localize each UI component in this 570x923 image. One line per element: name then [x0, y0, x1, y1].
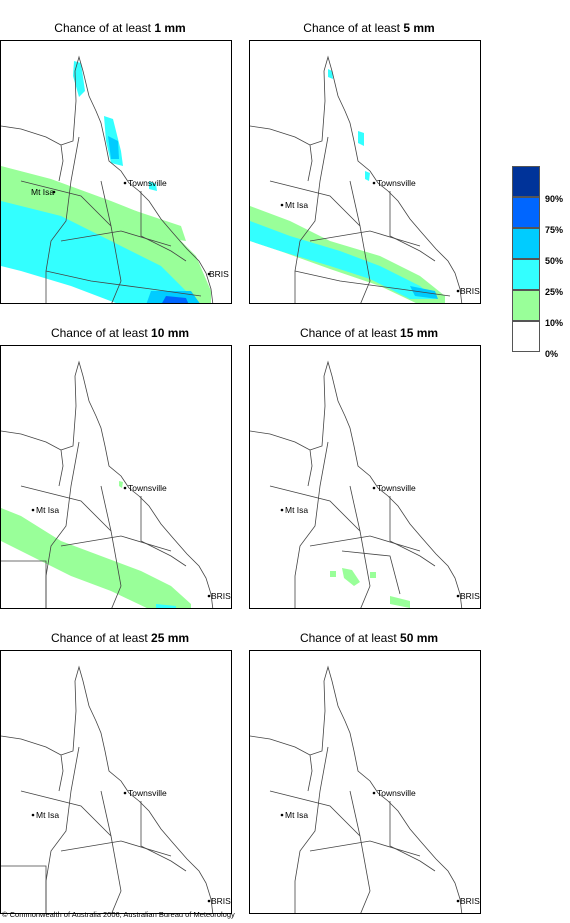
brisbane-label: BRIS	[211, 896, 231, 906]
legend-label-90: 90%	[545, 194, 564, 204]
townsville-label: Townsville	[128, 788, 167, 798]
mt-isa-label: Mt Isa	[285, 505, 308, 515]
place-markers	[280, 486, 460, 598]
legend-label-0: 0%	[545, 349, 559, 359]
coastline-and-borders	[1, 665, 214, 913]
mt-isa-label: Mt Isa	[285, 200, 308, 210]
mt-isa-label: Mt Isa	[36, 505, 59, 515]
rainfall-map: Townsville Mt Isa BRIS	[0, 40, 232, 304]
legend-label-10: 10%	[545, 318, 564, 328]
rainfall-map: Townsville Mt Isa BRIS	[249, 650, 481, 914]
legend-swatch-25	[512, 259, 540, 290]
rainfall-chance-areas	[330, 568, 410, 608]
coastline-and-borders	[250, 55, 463, 303]
place-markers	[31, 486, 211, 598]
panel-title: Chance of at least 1 mm	[54, 21, 186, 35]
copyright-notice: © Commonwealth of Australia 2006, Austra…	[2, 910, 235, 919]
place-markers	[280, 181, 460, 293]
rainfall-map: Townsville Mt Isa BRIS	[249, 345, 481, 609]
legend-label-75: 75%	[545, 225, 564, 235]
brisbane-label: BRIS	[460, 896, 480, 906]
place-markers	[31, 791, 211, 903]
rainfall-map: Townsville Mt Isa BRIS	[0, 650, 232, 914]
brisbane-label: BRIS	[209, 269, 229, 279]
panel-title: Chance of at least 10 mm	[50, 326, 190, 340]
mt-isa-label: Mt Isa	[31, 187, 54, 197]
legend-swatch-0	[512, 321, 540, 352]
brisbane-label: BRIS	[211, 591, 231, 601]
legend-label-50: 50%	[545, 256, 564, 266]
brisbane-label: BRIS	[460, 591, 480, 601]
legend-swatch-90	[512, 166, 540, 197]
townsville-label: Townsville	[128, 178, 167, 188]
place-markers	[280, 791, 460, 903]
townsville-label: Townsville	[128, 483, 167, 493]
place-markers	[52, 181, 211, 276]
rainfall-chance-areas	[1, 481, 191, 608]
legend-swatch-10	[512, 290, 540, 321]
panel-title: Chance of at least 15 mm	[299, 326, 439, 340]
coastline-and-borders	[1, 360, 214, 608]
coastline-and-borders	[1, 55, 214, 303]
mt-isa-label: Mt Isa	[285, 810, 308, 820]
legend-swatch-75	[512, 197, 540, 228]
panel-title: Chance of at least 5 mm	[303, 21, 435, 35]
rainfall-chance-areas	[250, 69, 445, 303]
panel-title: Chance of at least 50 mm	[299, 631, 439, 645]
townsville-label: Townsville	[377, 483, 416, 493]
mt-isa-label: Mt Isa	[36, 810, 59, 820]
rainfall-map: Townsville Mt Isa BRIS	[249, 40, 481, 304]
legend-label-25: 25%	[545, 287, 564, 297]
coastline-and-borders	[250, 360, 463, 608]
rainfall-map: Townsville Mt Isa BRIS	[0, 345, 232, 609]
townsville-label: Townsville	[377, 178, 416, 188]
townsville-label: Townsville	[377, 788, 416, 798]
brisbane-label: BRIS	[460, 286, 480, 296]
coastline-and-borders	[250, 665, 463, 913]
legend-swatch-50	[512, 228, 540, 259]
rainfall-chance-areas	[1, 61, 211, 303]
panel-title: Chance of at least 25 mm	[50, 631, 190, 645]
